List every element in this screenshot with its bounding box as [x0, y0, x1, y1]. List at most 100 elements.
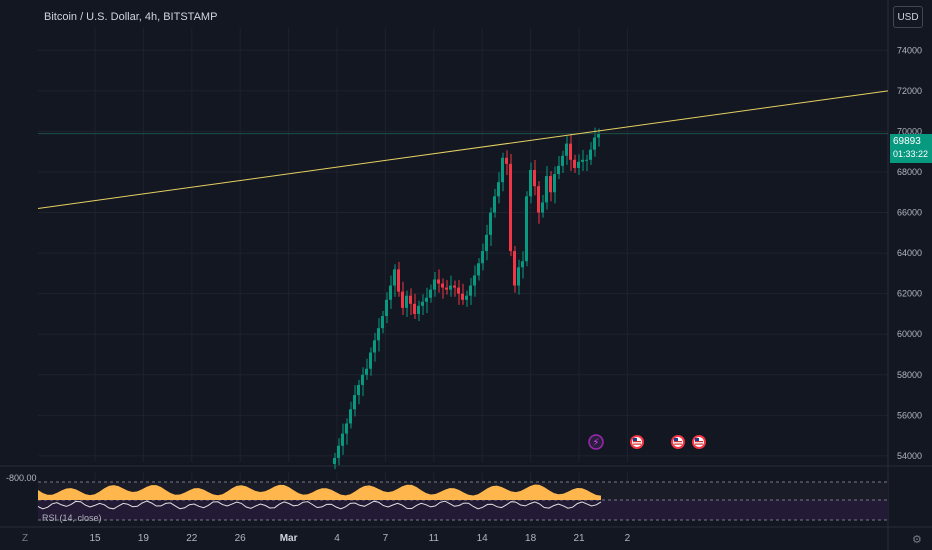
price-tick-label: 58000 — [897, 370, 922, 380]
candle-body — [393, 269, 396, 286]
candle-body — [553, 174, 556, 193]
candle-body — [533, 169, 536, 187]
zoom-toggle-button[interactable]: Z — [22, 533, 29, 544]
candle-body — [449, 285, 452, 290]
us-flag-icon[interactable] — [692, 435, 706, 449]
flash-glyph: ⚡ — [592, 438, 599, 449]
candle-body — [473, 275, 476, 286]
candle-body — [573, 159, 576, 168]
candle-body — [517, 267, 520, 286]
candle-body — [541, 202, 544, 213]
candle-body — [433, 279, 436, 290]
candle-body — [497, 182, 500, 197]
candle-body — [597, 133, 600, 138]
candle-body — [537, 186, 540, 213]
candle-body — [509, 163, 512, 252]
candle-body — [357, 384, 360, 396]
price-tick-label: 56000 — [897, 410, 922, 420]
candle-body — [493, 196, 496, 213]
candle-body — [389, 285, 392, 300]
currency-button[interactable]: USD — [893, 6, 923, 28]
last-price-value: 69893 — [893, 136, 921, 147]
candle-body — [477, 263, 480, 276]
candle-body — [521, 261, 524, 268]
rsi-line — [37, 500, 602, 510]
price-tick-label: 70000 — [897, 126, 922, 136]
candle-body — [345, 423, 348, 434]
price-tick-label: 62000 — [897, 289, 922, 299]
flag-stripe — [695, 441, 703, 443]
time-tick-label: 14 — [477, 533, 489, 544]
candle-body — [333, 457, 336, 465]
event-ring — [588, 434, 604, 450]
candle-body — [485, 234, 488, 252]
chart-overlays — [37, 90, 889, 209]
trendline — [37, 90, 889, 209]
candle-body — [413, 303, 416, 314]
candle-body — [341, 433, 344, 446]
candle-body — [445, 287, 448, 290]
time-tick-label: 7 — [383, 533, 389, 544]
candle-body — [501, 157, 504, 183]
time-axis[interactable]: 15 19 22 26 Mar 4 7 11 14 18 21 2 — [89, 533, 630, 544]
rsi-area — [38, 484, 601, 500]
candle-body — [489, 212, 492, 235]
event-markers[interactable]: ⚡ — [588, 434, 706, 450]
flag-canton — [695, 438, 699, 441]
flag-canton — [674, 438, 678, 441]
symbol-title[interactable]: Bitcoin / U.S. Dollar, 4h, BITSTAMP — [44, 11, 218, 23]
candle-body — [561, 155, 564, 166]
gear-icon[interactable]: ⚙ — [912, 534, 922, 546]
last-price-badge: 69893 01:33:22 — [890, 134, 932, 163]
us-flag-icon[interactable] — [671, 435, 685, 449]
time-tick-label: 22 — [186, 533, 198, 544]
candle-body — [369, 352, 372, 369]
candle-body — [529, 169, 532, 197]
candle-body — [513, 251, 516, 286]
price-axis[interactable]: 54000 56000 58000 60000 62000 64000 66000 68000… — [897, 45, 922, 461]
flag-stripe — [633, 441, 641, 443]
price-tick-label: 60000 — [897, 329, 922, 339]
candle-body — [569, 143, 572, 160]
candle-body — [549, 176, 552, 193]
rsi-indicator-label[interactable]: RSI (14, close) — [42, 513, 102, 523]
price-tick-label: 54000 — [897, 451, 922, 461]
time-tick-label: 19 — [138, 533, 150, 544]
candle-body — [437, 279, 440, 284]
rsi-band — [38, 500, 888, 520]
price-tick-label: 74000 — [897, 45, 922, 55]
time-tick-label: 26 — [235, 533, 247, 544]
candle-body — [421, 301, 424, 306]
flag-stripe — [674, 441, 682, 443]
candle-body — [557, 165, 560, 175]
us-flag-icon[interactable] — [630, 435, 644, 449]
candle-body — [365, 368, 368, 375]
time-tick-label: 18 — [525, 533, 537, 544]
rsi-pane[interactable] — [37, 481, 888, 521]
candle-body — [381, 315, 384, 329]
time-tick-label: Mar — [280, 533, 298, 544]
candle-body — [565, 143, 568, 156]
candle-body — [545, 176, 548, 203]
candle-body — [585, 159, 588, 161]
candle-body — [361, 374, 364, 385]
candle-body — [373, 340, 376, 353]
candle-body — [385, 299, 388, 316]
flash-icon[interactable]: ⚡ — [588, 434, 604, 450]
price-tick-label: 66000 — [897, 208, 922, 218]
time-tick-label: 2 — [625, 533, 631, 544]
price-tick-label: 68000 — [897, 167, 922, 177]
bar-countdown: 01:33:22 — [893, 149, 929, 159]
candle-body — [429, 289, 432, 298]
candle-body — [405, 295, 408, 308]
time-tick-label: 11 — [429, 533, 440, 544]
candle-body — [417, 305, 420, 314]
candle-body — [577, 161, 580, 168]
flag-stripe — [633, 443, 641, 445]
flag-stripe — [674, 443, 682, 445]
candle-body — [349, 409, 352, 424]
candle-body — [453, 285, 456, 288]
